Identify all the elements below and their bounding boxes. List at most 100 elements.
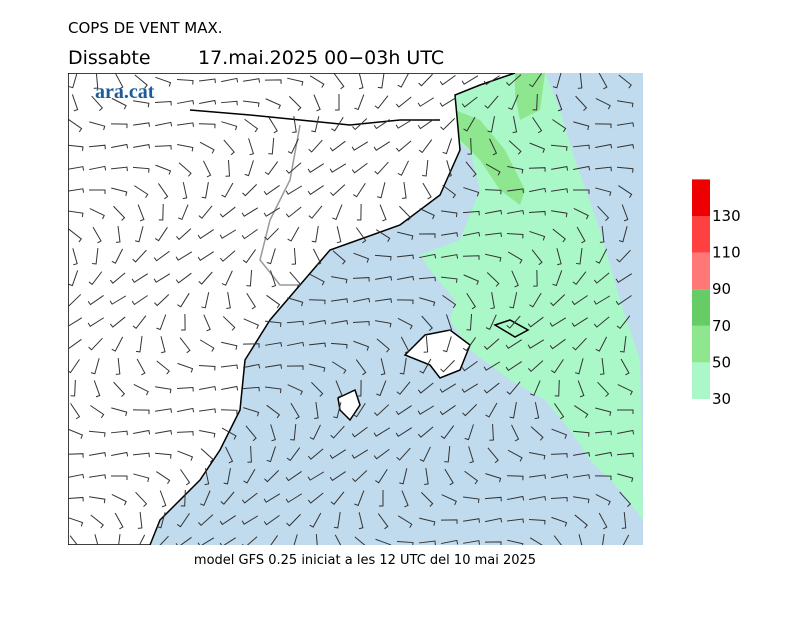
- wind-barb: [446, 160, 452, 178]
- wind-barb: [134, 226, 144, 243]
- wind-barb: [285, 471, 302, 482]
- wind-barb: [202, 160, 212, 178]
- wind-barb: [110, 166, 128, 172]
- wind-barb: [198, 514, 214, 527]
- wind-barb: [352, 321, 370, 326]
- wind-barb: [329, 140, 346, 152]
- wind-barb: [114, 512, 124, 530]
- wind-barb: [115, 225, 121, 243]
- wind-barb: [155, 76, 172, 87]
- wind-barb: [441, 539, 459, 545]
- wind-barb: [505, 339, 522, 350]
- wind-barb: [552, 73, 562, 89]
- wind-barb: [597, 205, 610, 221]
- wind-barb: [462, 210, 480, 216]
- wind-barb: [223, 468, 231, 485]
- wind-barb: [440, 276, 458, 283]
- wind-barb: [88, 144, 106, 150]
- wind-barb: [287, 297, 304, 307]
- wind-barb: [243, 318, 259, 330]
- wind-barb: [309, 363, 326, 372]
- wind-barb: [593, 272, 610, 284]
- wind-barb: [199, 99, 217, 105]
- wind-barb: [353, 340, 370, 351]
- wind-barb: [463, 187, 480, 197]
- wind-barb: [331, 361, 347, 374]
- wind-barb: [291, 247, 297, 265]
- wind-barb: [354, 490, 365, 507]
- wind-barb: [439, 405, 456, 416]
- wind-barb: [87, 317, 105, 327]
- wind-barb: [176, 513, 190, 528]
- wind-barb: [444, 468, 454, 486]
- wind-barb: [530, 380, 541, 397]
- wind-barb: [554, 379, 560, 397]
- wind-barb: [201, 292, 210, 309]
- wind-barb: [223, 139, 235, 156]
- wind-barb: [154, 294, 170, 307]
- wind-barb: [354, 94, 365, 111]
- wind-barb: [441, 254, 459, 259]
- wind-barb: [285, 162, 302, 174]
- wind-barb: [132, 409, 150, 415]
- wind-barb: [311, 381, 324, 397]
- wind-barb: [376, 380, 387, 397]
- wind-barb: [463, 231, 481, 237]
- wind-barb: [309, 273, 325, 286]
- wind-barb: [572, 430, 590, 437]
- wind-barb: [68, 453, 84, 458]
- wind-barb: [619, 491, 632, 507]
- wind-barb: [506, 518, 524, 524]
- wind-barb: [617, 144, 635, 149]
- wind-barb: [265, 386, 282, 394]
- wind-barb: [154, 227, 168, 242]
- wind-barb: [616, 249, 631, 263]
- wind-barb: [242, 343, 260, 348]
- wind-barb: [110, 430, 128, 436]
- wind-barb: [397, 73, 410, 88]
- wind-barbs: [68, 73, 635, 545]
- wind-barb: [286, 513, 301, 527]
- wind-barb: [176, 228, 192, 241]
- wind-barb: [263, 493, 281, 503]
- wind-barb: [552, 119, 567, 133]
- day-label: Dissabte: [68, 47, 151, 69]
- wind-barb: [572, 271, 587, 286]
- wind-barb: [395, 427, 413, 438]
- wind-barb: [90, 358, 100, 375]
- wind-barb: [549, 338, 566, 350]
- wind-barb: [132, 452, 150, 458]
- wind-barb: [507, 449, 523, 462]
- wind-barb: [118, 534, 121, 545]
- wind-barb: [528, 73, 542, 88]
- wind-barb: [132, 249, 147, 263]
- wind-barb: [241, 228, 258, 240]
- wind-barb: [572, 189, 590, 195]
- wind-barb: [68, 517, 84, 527]
- wind-barb: [417, 426, 434, 438]
- wind-barb: [91, 95, 104, 111]
- wind-barb: [419, 517, 436, 526]
- wind-barb: [574, 405, 589, 419]
- wind-barb: [201, 182, 209, 199]
- wind-barb: [132, 315, 147, 330]
- wind-barb: [158, 203, 164, 221]
- wind-barb: [439, 383, 457, 393]
- wind-barb: [593, 316, 610, 328]
- wind-barb: [175, 272, 192, 284]
- wind-barb: [110, 123, 128, 129]
- wind-barb: [353, 297, 371, 303]
- wind-barb: [595, 407, 612, 417]
- wind-barb: [442, 294, 457, 309]
- wind-barb: [551, 188, 569, 193]
- wind-barb: [550, 144, 568, 151]
- wind-barb: [527, 339, 545, 349]
- wind-barb: [572, 337, 587, 351]
- wind-barb: [154, 535, 169, 545]
- wind-barb: [289, 271, 301, 288]
- wind-barb: [484, 189, 502, 195]
- wind-barb: [335, 380, 343, 398]
- wind-barb: [506, 475, 524, 481]
- wind-barb: [157, 183, 169, 200]
